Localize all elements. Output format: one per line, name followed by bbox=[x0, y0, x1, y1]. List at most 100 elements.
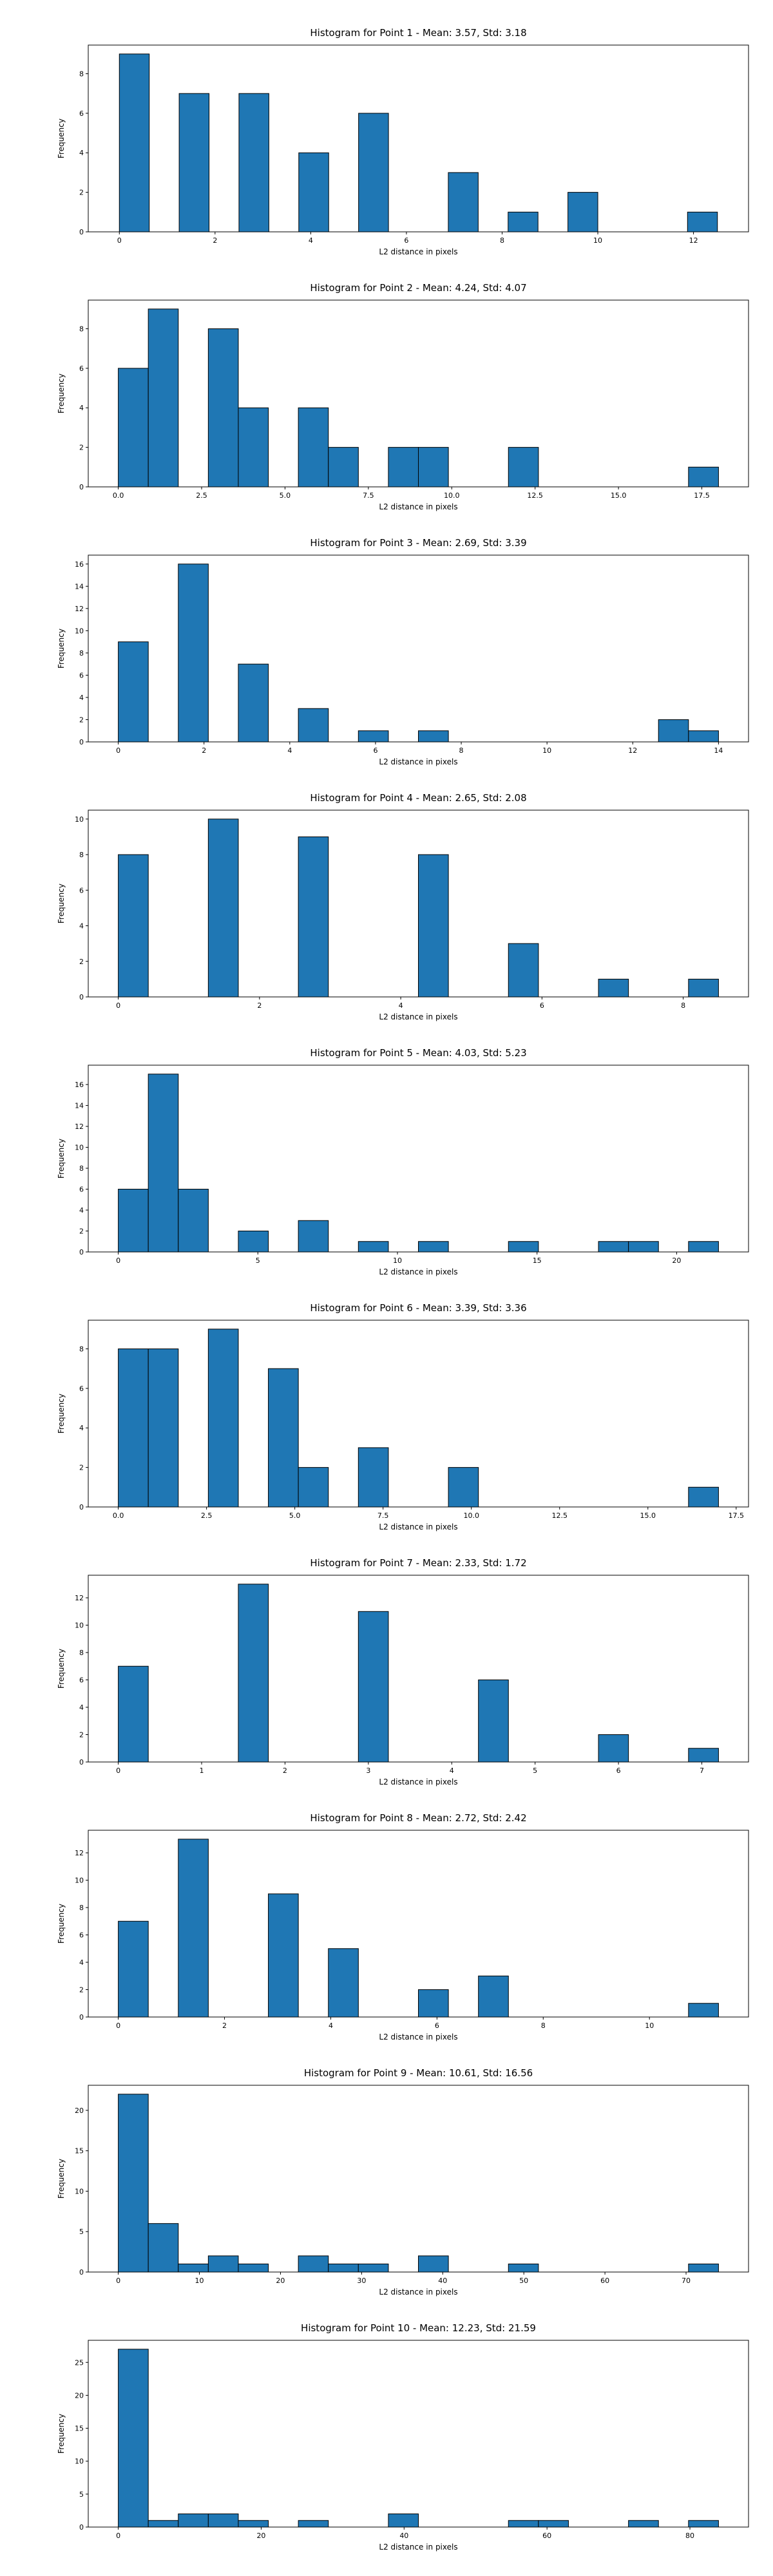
histogram-bar bbox=[538, 2520, 569, 2528]
y-tick-label: 10 bbox=[75, 627, 84, 635]
x-tick-label: 7.5 bbox=[363, 491, 374, 500]
y-tick-label: 4 bbox=[79, 1703, 84, 1712]
y-tick-label: 12 bbox=[75, 1594, 84, 1602]
histogram-bar bbox=[688, 1241, 719, 1253]
x-tick-label: 7.5 bbox=[377, 1511, 389, 1520]
histogram-panel: Histogram for Point 4 - Mean: 2.65, Std:… bbox=[57, 792, 749, 1021]
histogram-bar bbox=[148, 2223, 179, 2273]
histogram-bar bbox=[418, 447, 449, 488]
y-tick-label: 4 bbox=[79, 1424, 84, 1432]
y-tick-label: 0 bbox=[79, 1248, 84, 1256]
y-tick-label: 10 bbox=[75, 1622, 84, 1630]
histogram-bar bbox=[238, 2520, 269, 2528]
histogram-bar bbox=[448, 1467, 479, 1508]
x-tick-label: 8 bbox=[459, 746, 464, 755]
y-axis-label: Frequency bbox=[57, 374, 66, 413]
x-tick-label: 5 bbox=[256, 1256, 260, 1265]
x-tick-label: 10 bbox=[593, 236, 602, 245]
histogram-bar bbox=[118, 1665, 149, 1763]
y-axis-label: Frequency bbox=[57, 884, 66, 923]
histogram-panel: Histogram for Point 6 - Mean: 3.39, Std:… bbox=[57, 1302, 749, 1531]
y-tick-label: 15 bbox=[75, 2425, 84, 2433]
plot-frame bbox=[88, 1575, 749, 1763]
histogram-bar bbox=[207, 1329, 239, 1508]
histogram-bar bbox=[688, 1486, 719, 1508]
y-axis-label: Frequency bbox=[57, 629, 66, 668]
chart-title: Histogram for Point 5 - Mean: 4.03, Std:… bbox=[310, 1047, 526, 1059]
x-tick-label: 6 bbox=[373, 746, 377, 755]
histogram-bar bbox=[358, 1611, 389, 1763]
x-axis-label: L2 distance in pixels bbox=[379, 1522, 457, 1531]
histogram-panel: Histogram for Point 3 - Mean: 2.69, Std:… bbox=[57, 537, 749, 766]
histogram-bar bbox=[688, 2520, 719, 2528]
plot-frame bbox=[88, 44, 749, 232]
histogram-bar bbox=[508, 447, 539, 488]
chart-title: Histogram for Point 2 - Mean: 4.24, Std:… bbox=[310, 282, 526, 294]
histogram-bar bbox=[508, 2520, 539, 2528]
x-tick-label: 5 bbox=[533, 1766, 537, 1775]
y-tick-label: 0 bbox=[79, 483, 84, 491]
histogram-bar bbox=[388, 2514, 419, 2528]
plot-frame bbox=[88, 299, 749, 488]
histogram-bar bbox=[178, 564, 209, 743]
histogram-bar bbox=[298, 1220, 329, 1253]
histogram-bar bbox=[298, 407, 329, 488]
x-tick-label: 20 bbox=[672, 1256, 681, 1265]
plot-frame bbox=[88, 554, 749, 743]
y-tick-label: 16 bbox=[75, 1081, 84, 1089]
y-axis-label: Frequency bbox=[57, 118, 66, 158]
chart-title: Histogram for Point 3 - Mean: 2.69, Std:… bbox=[310, 537, 526, 549]
x-tick-label: 17.5 bbox=[694, 491, 710, 500]
x-tick-label: 10 bbox=[542, 746, 551, 755]
histogram-bar bbox=[418, 854, 449, 998]
y-tick-label: 12 bbox=[75, 1122, 84, 1131]
histogram-bar bbox=[207, 819, 239, 998]
y-tick-label: 2 bbox=[79, 189, 84, 197]
x-axis-label: L2 distance in pixels bbox=[379, 247, 457, 256]
histogram-bar bbox=[298, 2520, 329, 2528]
y-tick-label: 10 bbox=[75, 1144, 84, 1152]
y-tick-label: 2 bbox=[79, 1986, 84, 1994]
y-tick-label: 6 bbox=[79, 1186, 84, 1194]
histogram-bar bbox=[118, 854, 149, 998]
histogram-bar bbox=[448, 172, 479, 232]
y-tick-label: 5 bbox=[79, 2490, 84, 2499]
x-tick-label: 6 bbox=[435, 2022, 439, 2030]
plot-frame bbox=[88, 2085, 749, 2273]
x-axis-label: L2 distance in pixels bbox=[379, 1777, 457, 1786]
y-axis-label: Frequency bbox=[57, 2159, 66, 2199]
y-tick-label: 8 bbox=[79, 70, 84, 78]
histogram-bar bbox=[268, 1893, 299, 2018]
histogram-bar bbox=[508, 2263, 539, 2273]
plot-frame bbox=[88, 810, 749, 998]
y-tick-label: 4 bbox=[79, 1206, 84, 1215]
histogram-bar bbox=[358, 113, 389, 232]
histogram-bar bbox=[298, 152, 329, 232]
histogram-bar bbox=[178, 2263, 209, 2273]
x-tick-label: 8 bbox=[681, 1001, 685, 1010]
histogram-bar bbox=[207, 2514, 239, 2528]
y-tick-label: 0 bbox=[79, 1503, 84, 1511]
histogram-bar bbox=[358, 1241, 389, 1253]
x-tick-label: 8 bbox=[541, 2022, 546, 2030]
x-tick-label: 10 bbox=[195, 2277, 204, 2285]
histogram-bar bbox=[658, 719, 689, 743]
y-tick-label: 2 bbox=[79, 1464, 84, 1472]
x-tick-label: 4 bbox=[309, 236, 313, 245]
y-tick-label: 14 bbox=[75, 582, 84, 591]
histogram-bar bbox=[118, 1920, 149, 2018]
histogram-bar bbox=[148, 308, 179, 488]
histogram-bar bbox=[598, 1734, 629, 1763]
histogram-panel: Histogram for Point 10 - Mean: 12.23, St… bbox=[57, 2322, 749, 2552]
x-tick-label: 7 bbox=[700, 1766, 704, 1775]
y-tick-label: 6 bbox=[79, 671, 84, 679]
y-tick-label: 2 bbox=[79, 1731, 84, 1739]
x-tick-label: 10.0 bbox=[444, 491, 460, 500]
x-tick-label: 8 bbox=[500, 236, 504, 245]
y-tick-label: 2 bbox=[79, 958, 84, 966]
histogram-bar bbox=[388, 447, 419, 488]
histogram-bar bbox=[238, 93, 269, 232]
y-tick-label: 8 bbox=[79, 325, 84, 333]
x-tick-label: 0 bbox=[117, 236, 122, 245]
